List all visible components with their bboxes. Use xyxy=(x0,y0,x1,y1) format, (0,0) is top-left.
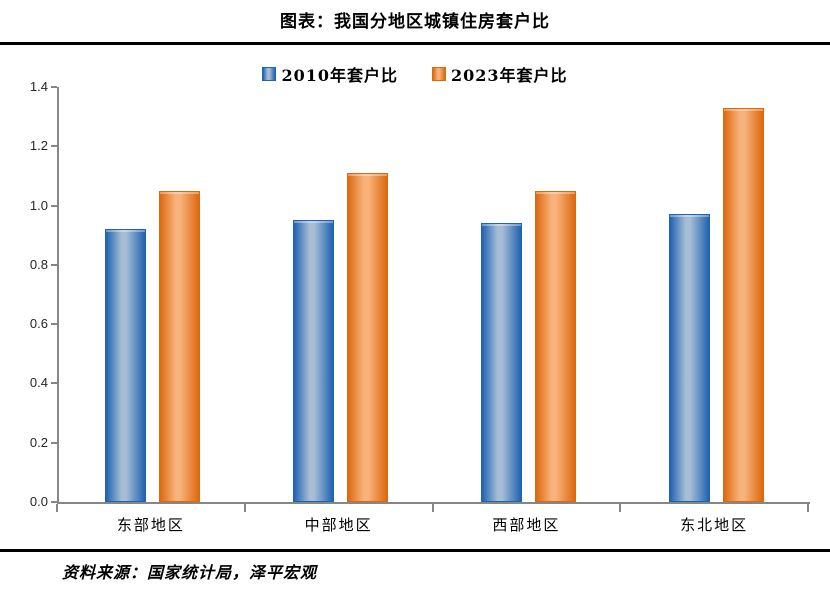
y-tick-label: 0.4 xyxy=(29,375,48,391)
bottom-rule xyxy=(0,549,830,552)
y-tick-mark xyxy=(51,501,57,503)
x-tick-mark xyxy=(432,504,434,512)
bar-group-3 xyxy=(622,87,810,502)
y-tick-mark xyxy=(51,382,57,385)
x-tick-mark xyxy=(807,504,809,512)
y-tick-label: 1.0 xyxy=(29,197,48,213)
x-axis-labels: 东部地区 中部地区 西部地区 东北地区 xyxy=(57,514,808,535)
y-tick-label: 1.2 xyxy=(29,138,48,154)
legend-label: 2023年套户比 xyxy=(451,66,568,85)
legend-item-0: 2010年套户比 xyxy=(262,62,398,86)
bar-series1-0 xyxy=(159,191,201,502)
top-rule xyxy=(0,42,830,45)
bar-group-2 xyxy=(435,87,623,502)
x-tick-mark xyxy=(56,504,58,512)
legend-swatch-icon xyxy=(432,67,446,81)
chart-title: 图表：我国分地区城镇住房套户比 xyxy=(280,12,550,32)
x-tick-mark xyxy=(244,504,246,512)
y-tick-mark xyxy=(51,441,57,444)
bar-group-1 xyxy=(247,87,435,502)
plot-area xyxy=(57,87,810,504)
y-tick-mark xyxy=(51,323,57,326)
chart-legend: 2010年套户比 2023年套户比 xyxy=(0,62,830,86)
bar-group-0 xyxy=(59,87,247,502)
y-tick-label: 0.6 xyxy=(29,316,48,332)
y-tick-label: 1.4 xyxy=(29,79,48,94)
x-tick-mark xyxy=(619,504,621,512)
bar-series1-2 xyxy=(534,191,576,502)
source-note: 资料来源：国家统计局，泽平宏观 xyxy=(62,563,318,582)
y-tick-mark xyxy=(51,145,57,148)
bar-series1-1 xyxy=(347,173,389,502)
x-category-label-3: 东北地区 xyxy=(680,516,749,534)
x-category-label-1: 中部地区 xyxy=(304,516,373,534)
y-tick-mark xyxy=(51,86,57,88)
y-tick-label: 0.2 xyxy=(29,434,48,450)
y-tick-mark xyxy=(51,204,57,207)
x-category-label-0: 东部地区 xyxy=(116,516,185,534)
bar-series0-2 xyxy=(480,223,522,502)
y-tick-mark xyxy=(51,263,57,266)
x-category-label-2: 西部地区 xyxy=(492,516,561,534)
y-axis: 0.0 0.2 0.4 0.6 0.8 1.0 1.2 1.4 xyxy=(0,79,48,509)
legend-item-1: 2023年套户比 xyxy=(432,62,568,86)
bar-series0-3 xyxy=(668,214,710,502)
legend-swatch-icon xyxy=(262,67,277,81)
bar-series1-3 xyxy=(722,108,764,502)
legend-label: 2010年套户比 xyxy=(281,66,398,85)
y-tick-label: 0.8 xyxy=(29,256,48,272)
y-tick-label: 0.0 xyxy=(29,494,48,509)
bar-series0-1 xyxy=(293,220,335,502)
bar-series0-0 xyxy=(105,229,147,502)
